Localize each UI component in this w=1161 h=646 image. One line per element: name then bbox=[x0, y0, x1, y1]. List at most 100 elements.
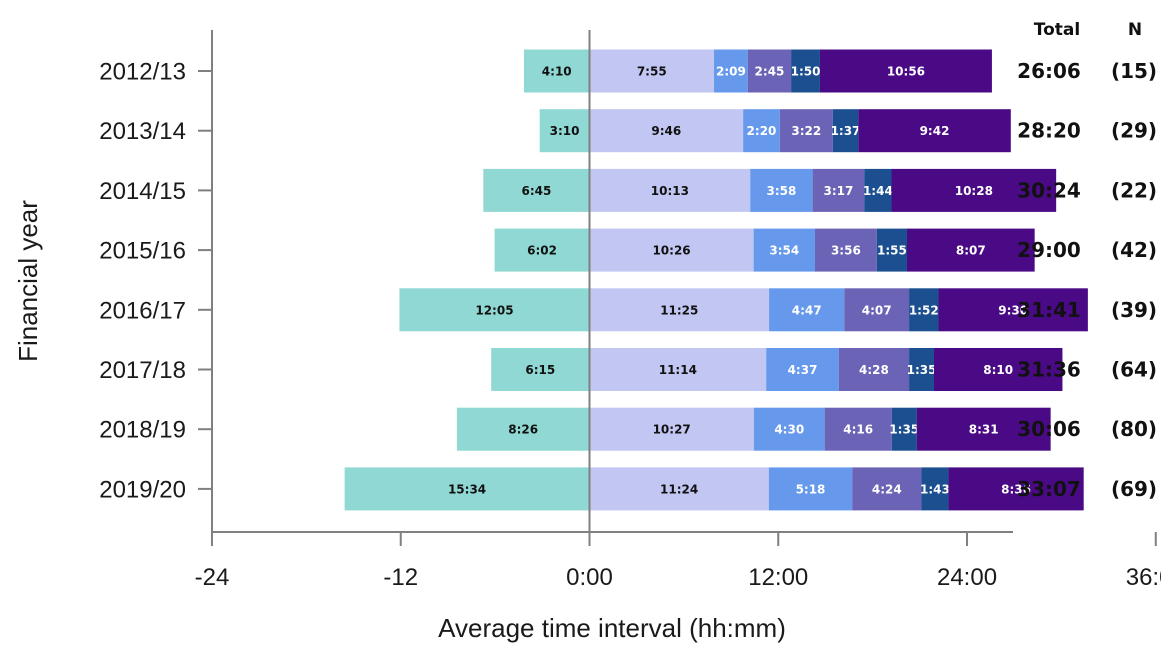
x-tick-label: 36:00 bbox=[1126, 564, 1161, 591]
segment-label: 1:37 bbox=[831, 124, 861, 138]
n-value: (69) bbox=[1111, 477, 1157, 501]
segment-label: 5:18 bbox=[796, 482, 826, 496]
segment-label: 9:30 bbox=[998, 303, 1028, 317]
total-value: 30:24 bbox=[1017, 178, 1081, 202]
segment-label: 8:36 bbox=[1001, 482, 1031, 496]
bar-segment bbox=[589, 348, 767, 391]
segment-label: 1:44 bbox=[863, 184, 893, 198]
y-tick-label: 2016/17 bbox=[99, 297, 186, 324]
bar-segment bbox=[933, 348, 1063, 391]
bar-segment bbox=[753, 407, 825, 451]
bar-segment bbox=[589, 228, 754, 272]
n-value: (42) bbox=[1111, 238, 1157, 262]
segment-label: 10:56 bbox=[887, 65, 925, 79]
segment-label: 3:17 bbox=[823, 184, 853, 198]
y-tick-label: 2014/15 bbox=[99, 178, 186, 205]
x-tick-label: 0:00 bbox=[566, 564, 613, 591]
segment-label: 3:56 bbox=[831, 244, 861, 258]
bar-segment bbox=[747, 49, 792, 93]
y-tick-label: 2017/18 bbox=[99, 357, 186, 384]
bar-segment bbox=[589, 407, 754, 451]
segment-label: 1:50 bbox=[791, 65, 821, 79]
segment-label: 8:10 bbox=[983, 363, 1013, 377]
bar-segment bbox=[589, 168, 751, 212]
bar-segment bbox=[921, 467, 949, 511]
bar-segment bbox=[916, 407, 1051, 451]
y-axis-title: Financial year bbox=[13, 200, 43, 362]
total-value: 28:20 bbox=[1017, 119, 1081, 143]
bar-segment bbox=[456, 407, 590, 451]
segment-label: 4:47 bbox=[792, 303, 822, 317]
segment-label: 2:09 bbox=[716, 65, 746, 79]
right-columns: Total N 26:06 (15) 28:20 (29) 30:24 (22) 29:00… bbox=[1017, 20, 1157, 501]
segment-label: 4:10 bbox=[542, 65, 572, 79]
segment-label: 3:10 bbox=[550, 124, 580, 138]
n-column-header: N bbox=[1128, 20, 1142, 40]
x-tick-label: 24:00 bbox=[937, 564, 997, 591]
total-column-header: Total bbox=[1034, 20, 1080, 40]
bar-segment bbox=[344, 467, 590, 511]
bar-segment bbox=[938, 288, 1088, 332]
axes-layer bbox=[211, 30, 1013, 533]
n-value: (15) bbox=[1111, 59, 1157, 83]
bar-segment bbox=[791, 49, 820, 93]
total-value: 26:06 bbox=[1017, 59, 1081, 83]
bar-segment bbox=[864, 168, 892, 212]
n-value: (80) bbox=[1111, 417, 1157, 441]
bar-segment bbox=[858, 109, 1011, 153]
bar-segment bbox=[891, 168, 1057, 212]
total-value: 31:36 bbox=[1017, 358, 1081, 382]
bars-layer: 4:10 7:55 2:09 2:45 1:50 10:56 3:10 9:46 2:20 3:2… bbox=[344, 49, 1088, 511]
segment-label: 15:34 bbox=[448, 482, 486, 496]
segment-label: 3:54 bbox=[769, 244, 799, 258]
bar-segment bbox=[714, 49, 748, 93]
segment-label: 1:55 bbox=[877, 244, 907, 258]
segment-label: 8:07 bbox=[956, 244, 986, 258]
bar-segment bbox=[909, 348, 934, 391]
segment-label: 10:26 bbox=[652, 244, 690, 258]
segment-label: 1:52 bbox=[909, 303, 939, 317]
segment-label: 3:22 bbox=[791, 124, 821, 138]
bar-segment bbox=[779, 109, 833, 153]
bar-segment bbox=[844, 288, 910, 332]
segment-label: 6:02 bbox=[527, 244, 557, 258]
bar-segment bbox=[838, 348, 910, 391]
segment-label: 10:27 bbox=[653, 423, 691, 437]
bar-segment bbox=[948, 467, 1084, 511]
segment-label: 10:28 bbox=[955, 184, 993, 198]
total-value: 33:07 bbox=[1017, 477, 1081, 501]
n-value: (39) bbox=[1111, 298, 1157, 322]
y-tick-label: 2013/14 bbox=[99, 118, 186, 145]
bar-segment bbox=[852, 467, 922, 511]
bar-segment bbox=[819, 49, 992, 93]
bar-segment bbox=[832, 109, 859, 153]
total-value: 29:00 bbox=[1017, 238, 1081, 262]
segment-label: 1:35 bbox=[907, 363, 937, 377]
x-tick-label: -12 bbox=[383, 564, 418, 591]
n-value: (64) bbox=[1111, 358, 1157, 382]
bar-segment bbox=[750, 168, 813, 212]
bar-segment bbox=[824, 407, 892, 451]
segment-label: 8:31 bbox=[969, 423, 999, 437]
bar-segment bbox=[399, 288, 590, 332]
segment-label: 4:16 bbox=[843, 423, 873, 437]
segment-label: 1:43 bbox=[920, 482, 950, 496]
total-value: 31:41 bbox=[1017, 298, 1081, 322]
bar-segment bbox=[766, 348, 839, 391]
x-tick-label: -24 bbox=[195, 564, 230, 591]
ticks-layer: 2012/13 2013/14 2014/15 2015/16 2016/17 2017/… bbox=[99, 59, 1161, 592]
y-tick-label: 2015/16 bbox=[99, 238, 186, 265]
segment-label: 9:46 bbox=[651, 124, 681, 138]
bar-segment bbox=[491, 348, 590, 391]
bar-segment bbox=[753, 228, 815, 272]
bar-segment bbox=[814, 228, 877, 272]
y-tick-label: 2012/13 bbox=[99, 59, 186, 86]
x-axis-title: Average time interval (hh:mm) bbox=[438, 613, 786, 643]
bar-segment bbox=[523, 49, 590, 93]
segment-label: 2:45 bbox=[755, 65, 785, 79]
y-tick-label: 2019/20 bbox=[99, 476, 186, 503]
bar-segment bbox=[769, 288, 845, 332]
segment-label: 10:13 bbox=[651, 184, 689, 198]
bar-segment bbox=[589, 467, 769, 511]
